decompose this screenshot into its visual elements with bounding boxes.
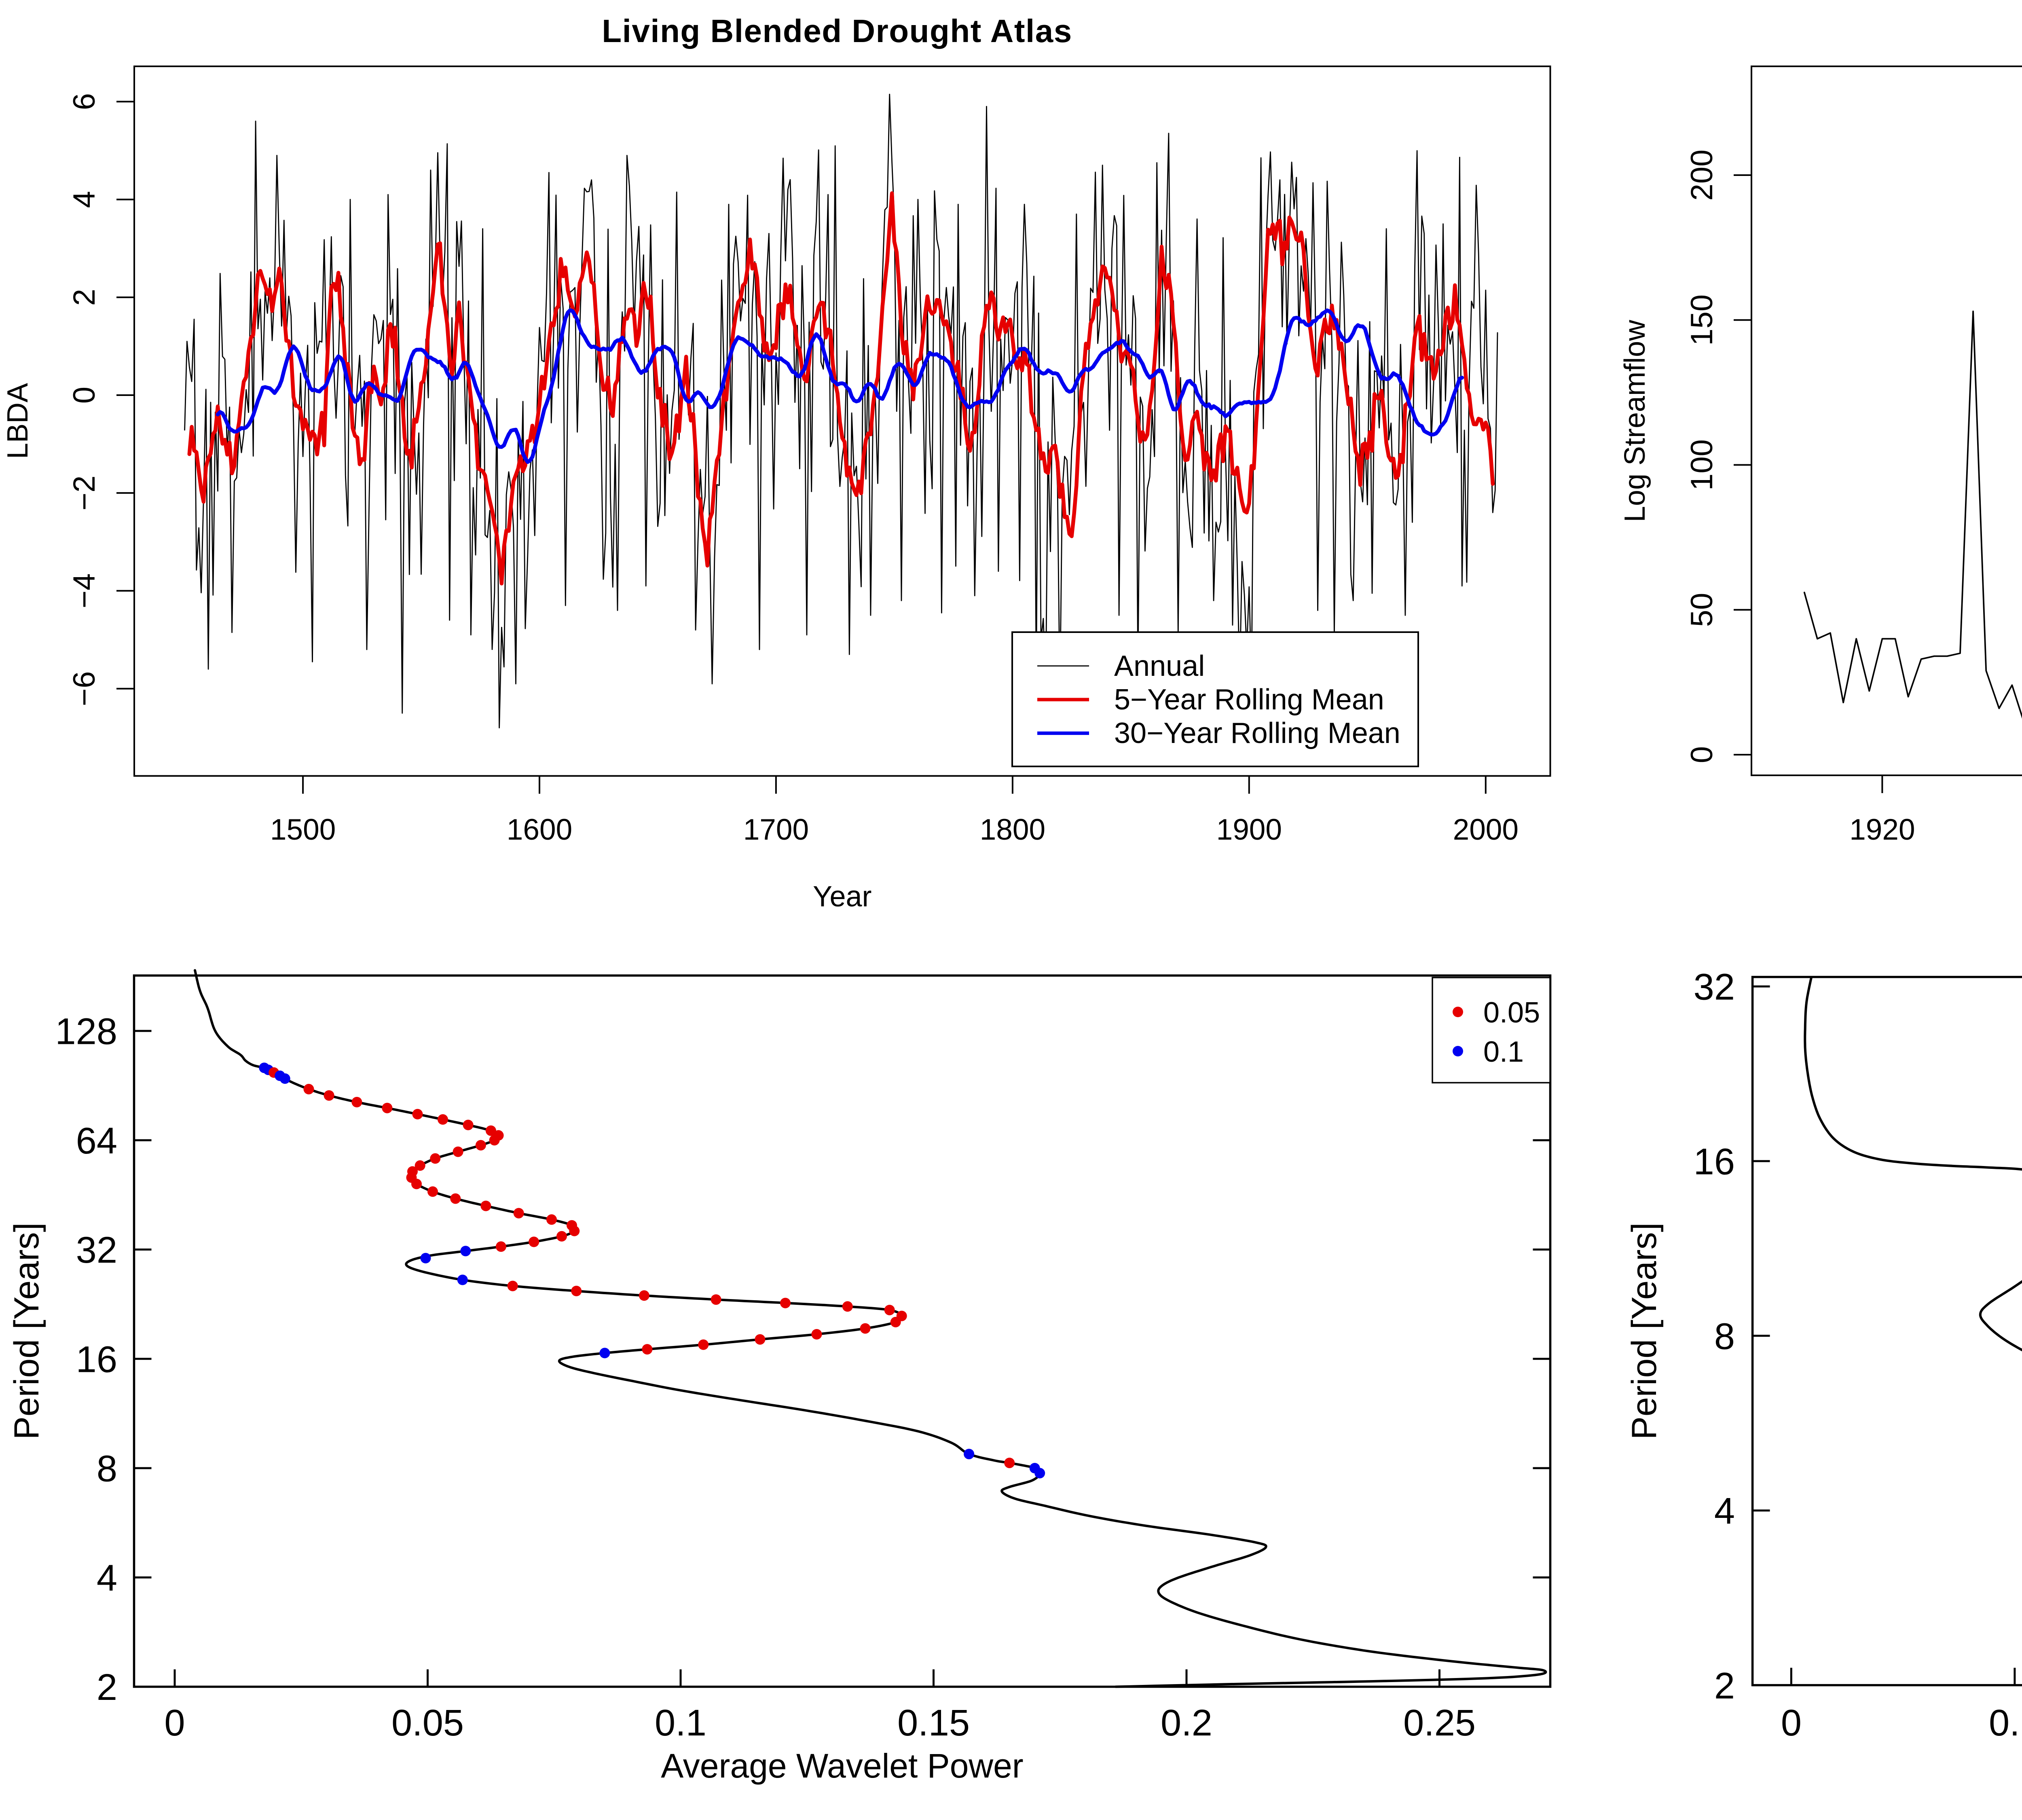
svg-text:0.2: 0.2 [1161,1702,1212,1744]
svg-text:−6: −6 [67,671,102,706]
svg-text:Log Streamflow: Log Streamflow [1619,320,1651,522]
svg-text:Year: Year [813,880,871,913]
svg-text:Period [Years]: Period [Years] [1625,1222,1664,1439]
svg-text:16: 16 [1694,1141,1735,1183]
svg-text:2: 2 [67,289,102,306]
svg-text:Annual: Annual [1114,650,1205,682]
svg-text:0.25: 0.25 [1403,1702,1476,1744]
svg-text:2: 2 [1714,1665,1735,1706]
svg-text:Period [Years]: Period [Years] [7,1222,46,1439]
svg-text:−4: −4 [67,573,102,608]
svg-text:100: 100 [1685,439,1719,491]
svg-text:0.1: 0.1 [1483,1036,1524,1068]
svg-text:4: 4 [1714,1490,1735,1532]
svg-text:8: 8 [97,1448,117,1490]
svg-text:0.05: 0.05 [391,1702,464,1744]
svg-text:Average Wavelet Power: Average Wavelet Power [661,1747,1023,1785]
svg-text:0.15: 0.15 [897,1702,970,1744]
svg-text:LBDA: LBDA [2,383,34,459]
svg-text:8: 8 [1714,1316,1735,1357]
svg-text:30−Year Rolling Mean: 30−Year Rolling Mean [1114,717,1400,749]
svg-text:64: 64 [76,1120,117,1162]
svg-text:5−Year Rolling Mean: 5−Year Rolling Mean [1114,684,1384,716]
svg-text:32: 32 [76,1230,117,1271]
svg-text:0: 0 [67,387,102,404]
svg-text:0: 0 [1781,1702,1802,1744]
svg-text:0.1: 0.1 [1989,1702,2022,1744]
svg-text:128: 128 [55,1011,118,1052]
svg-text:16: 16 [76,1339,117,1380]
svg-text:6: 6 [67,93,102,110]
svg-text:0.1: 0.1 [655,1702,706,1744]
svg-text:0: 0 [1685,746,1719,763]
svg-text:1500: 1500 [270,813,336,846]
svg-text:1900: 1900 [1216,813,1282,846]
svg-text:0: 0 [164,1702,185,1744]
svg-text:150: 150 [1685,294,1719,346]
svg-text:1700: 1700 [743,813,809,846]
svg-text:2000: 2000 [1453,813,1519,846]
svg-text:0.05: 0.05 [1483,997,1540,1029]
svg-text:4: 4 [67,191,102,208]
svg-text:50: 50 [1685,593,1719,627]
svg-text:1600: 1600 [507,813,572,846]
svg-text:−2: −2 [67,476,102,511]
svg-text:32: 32 [1694,967,1735,1008]
svg-text:200: 200 [1685,150,1719,201]
svg-text:4: 4 [97,1558,117,1599]
svg-text:Living Blended Drought Atlas: Living Blended Drought Atlas [602,13,1072,49]
svg-text:1920: 1920 [1849,813,1915,846]
svg-text:2: 2 [97,1667,117,1708]
svg-text:1800: 1800 [980,813,1045,846]
